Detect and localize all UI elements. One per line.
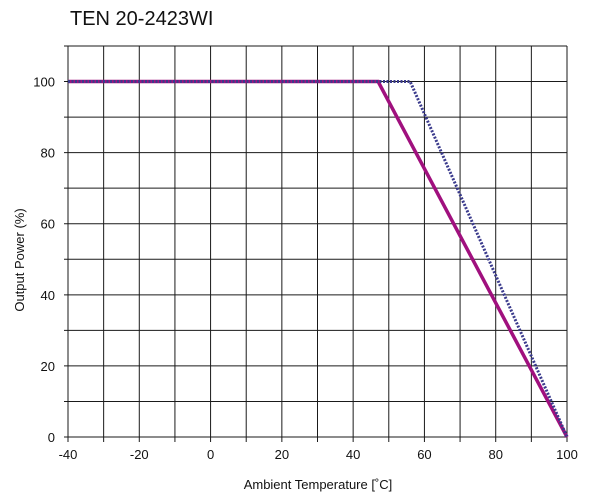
y-tick-label: 80 [41,146,55,161]
y-tick-label: 100 [33,75,55,90]
y-tick-label: 20 [41,359,55,374]
chart-title: TEN 20-2423WI [70,8,214,30]
y-tick-label: 40 [41,288,55,303]
x-tick-label: 60 [417,447,431,462]
x-axis-label: Ambient Temperature [˚C] [244,477,393,492]
x-tick-label: 40 [346,447,360,462]
x-tick-label: 0 [207,447,214,462]
tick-labels: -40 -20 0 20 40 60 80 100 0 20 40 60 80 100 [33,75,578,462]
grid [64,45,568,442]
x-tick-label: 20 [275,447,289,462]
x-tick-label: -20 [130,447,149,462]
y-tick-label: 0 [48,430,55,445]
x-tick-label: 80 [488,447,502,462]
x-tick-label: -40 [59,447,78,462]
y-axis-label: Output Power (%) [12,208,27,311]
y-tick-label: 60 [41,217,55,232]
series-layer [68,79,569,438]
x-tick-label: 100 [556,447,578,462]
